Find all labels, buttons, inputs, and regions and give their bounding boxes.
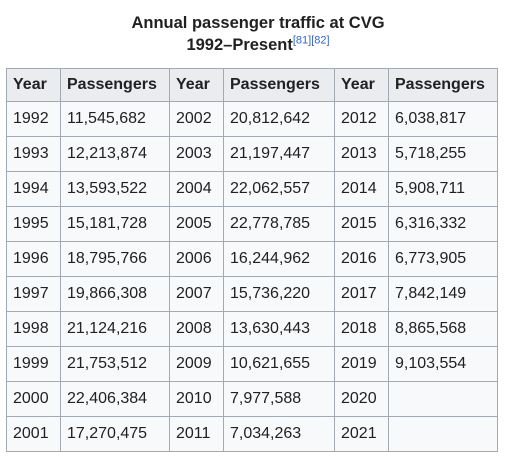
passengers-cell: 22,062,557 xyxy=(223,171,335,207)
passengers-cell: 13,630,443 xyxy=(223,311,335,347)
year-cell: 2001 xyxy=(6,416,61,452)
passengers-cell: 20,812,642 xyxy=(223,101,335,137)
year-cell: 2000 xyxy=(6,381,61,417)
table-row: 1997 19,866,308 2007 15,736,220 2017 7,842,14… xyxy=(6,276,498,312)
passengers-cell: 6,316,332 xyxy=(388,206,498,242)
year-cell: 1995 xyxy=(6,206,61,242)
passengers-cell: 10,621,655 xyxy=(223,346,335,382)
passengers-cell: 12,213,874 xyxy=(60,136,170,172)
table-row: 1995 15,181,728 2005 22,778,785 2015 6,316,33… xyxy=(6,206,498,242)
header-year-1: Year xyxy=(6,68,61,102)
passengers-cell: 6,773,905 xyxy=(388,241,498,277)
caption-date-range: 1992–Present xyxy=(186,36,293,54)
passengers-cell: 17,270,475 xyxy=(60,416,170,452)
year-cell: 2010 xyxy=(169,381,224,417)
passengers-cell xyxy=(388,416,498,452)
year-cell: 1993 xyxy=(6,136,61,172)
year-cell: 2007 xyxy=(169,276,224,312)
header-year-2: Year xyxy=(169,68,224,102)
passengers-cell: 6,038,817 xyxy=(388,101,498,137)
header-year-3: Year xyxy=(334,68,389,102)
passengers-cell: 7,034,263 xyxy=(223,416,335,452)
passengers-cell: 9,103,554 xyxy=(388,346,498,382)
reference-links[interactable]: [81][82] xyxy=(292,34,330,47)
passengers-cell: 22,406,384 xyxy=(60,381,170,417)
year-cell: 2021 xyxy=(334,416,389,452)
year-cell: 2005 xyxy=(169,206,224,242)
passengers-cell: 21,197,447 xyxy=(223,136,335,172)
year-cell: 2012 xyxy=(334,101,389,137)
year-cell: 1994 xyxy=(6,171,61,207)
passengers-cell: 21,124,216 xyxy=(60,311,170,347)
year-cell: 2016 xyxy=(334,241,389,277)
year-cell: 1999 xyxy=(6,346,61,382)
passenger-traffic-table: Year Passengers Year Passengers Year Pas… xyxy=(6,68,498,452)
passengers-cell: 18,795,766 xyxy=(60,241,170,277)
passengers-cell: 11,545,682 xyxy=(60,101,170,137)
table-row: 2000 22,406,384 2010 7,977,588 2020 xyxy=(6,381,498,417)
passengers-cell: 22,778,785 xyxy=(223,206,335,242)
year-cell: 2018 xyxy=(334,311,389,347)
year-cell: 2002 xyxy=(169,101,224,137)
year-cell: 2019 xyxy=(334,346,389,382)
passengers-cell: 15,736,220 xyxy=(223,276,335,312)
header-passengers-3: Passengers xyxy=(388,68,498,102)
passengers-cell: 15,181,728 xyxy=(60,206,170,242)
passengers-cell: 7,842,149 xyxy=(388,276,498,312)
year-cell: 1996 xyxy=(6,241,61,277)
year-cell: 1997 xyxy=(6,276,61,312)
table-row: 1993 12,213,874 2003 21,197,447 2013 5,718,25… xyxy=(6,136,498,172)
table-row: 1999 21,753,512 2009 10,621,655 2019 9,103,55… xyxy=(6,346,498,382)
year-cell: 2003 xyxy=(169,136,224,172)
table-row: 2001 17,270,475 2011 7,034,263 2021 xyxy=(6,416,498,452)
year-cell: 2009 xyxy=(169,346,224,382)
passengers-cell: 21,753,512 xyxy=(60,346,170,382)
year-cell: 2015 xyxy=(334,206,389,242)
passengers-cell: 7,977,588 xyxy=(223,381,335,417)
table-row: 1992 11,545,682 2002 20,812,642 2012 6,038,81… xyxy=(6,101,498,137)
table-row: 1998 21,124,216 2008 13,630,443 2018 8,865,56… xyxy=(6,311,498,347)
year-cell: 2011 xyxy=(169,416,224,452)
table-body: 1992 11,545,682 2002 20,812,642 2012 6,038,81… xyxy=(6,101,498,452)
header-row: Year Passengers Year Passengers Year Pas… xyxy=(6,68,498,102)
year-cell: 2013 xyxy=(334,136,389,172)
table-row: 1996 18,795,766 2006 16,244,962 2016 6,773,90… xyxy=(6,241,498,277)
passengers-cell: 5,718,255 xyxy=(388,136,498,172)
year-cell: 2006 xyxy=(169,241,224,277)
header-passengers-1: Passengers xyxy=(60,68,170,102)
table-row: 1994 13,593,522 2004 22,062,557 2014 5,908,71… xyxy=(6,171,498,207)
caption-subtitle: 1992–Present[81][82] xyxy=(0,34,516,56)
year-cell: 2017 xyxy=(334,276,389,312)
header-passengers-2: Passengers xyxy=(223,68,335,102)
passengers-cell xyxy=(388,381,498,417)
passengers-cell: 13,593,522 xyxy=(60,171,170,207)
passengers-cell: 16,244,962 xyxy=(223,241,335,277)
passengers-cell: 8,865,568 xyxy=(388,311,498,347)
passengers-cell: 19,866,308 xyxy=(60,276,170,312)
year-cell: 1992 xyxy=(6,101,61,137)
year-cell: 2014 xyxy=(334,171,389,207)
passengers-cell: 5,908,711 xyxy=(388,171,498,207)
year-cell: 2020 xyxy=(334,381,389,417)
year-cell: 2008 xyxy=(169,311,224,347)
year-cell: 2004 xyxy=(169,171,224,207)
caption-title: Annual passenger traffic at CVG xyxy=(131,14,385,32)
year-cell: 1998 xyxy=(6,311,61,347)
table-caption: Annual passenger traffic at CVG 1992–Pre… xyxy=(0,12,516,56)
